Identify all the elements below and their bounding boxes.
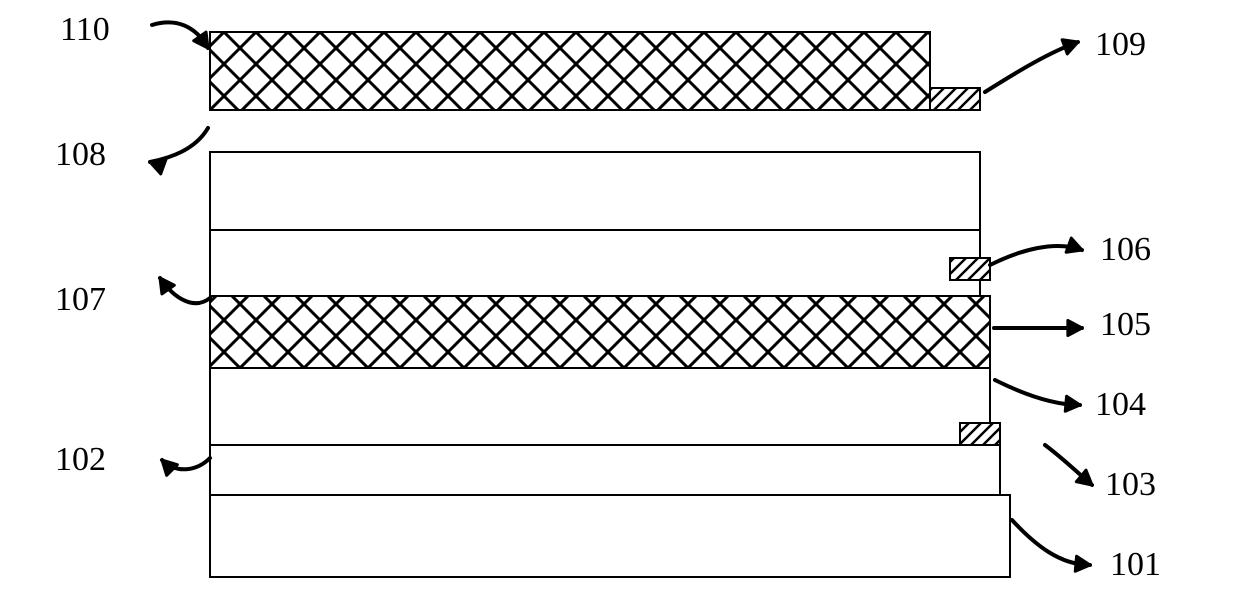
label-102: 102 <box>55 441 106 478</box>
diagram-canvas: 110 108 107 102 109 106 105 104 103 101 <box>0 0 1240 595</box>
label-105: 105 <box>1100 306 1151 343</box>
layer-107 <box>210 230 980 296</box>
label-104: 104 <box>1095 386 1146 423</box>
layer-110 <box>210 32 930 110</box>
fiducial-f103 <box>960 423 1000 445</box>
label-103: 103 <box>1105 466 1156 503</box>
layer-101 <box>210 495 1010 577</box>
label-110: 110 <box>60 11 110 48</box>
label-108: 108 <box>55 136 106 173</box>
label-109: 109 <box>1095 26 1146 63</box>
leader-a109 <box>985 42 1078 92</box>
layer-108 <box>210 152 980 230</box>
fiducial-f109 <box>930 88 980 110</box>
label-101: 101 <box>1110 546 1161 583</box>
label-107: 107 <box>55 281 106 318</box>
label-106: 106 <box>1100 231 1151 268</box>
layer-105 <box>210 296 990 368</box>
layer-104 <box>210 368 990 445</box>
leader-a108 <box>150 128 208 162</box>
layer-102 <box>210 445 1000 495</box>
fiducial-f106 <box>950 258 990 280</box>
